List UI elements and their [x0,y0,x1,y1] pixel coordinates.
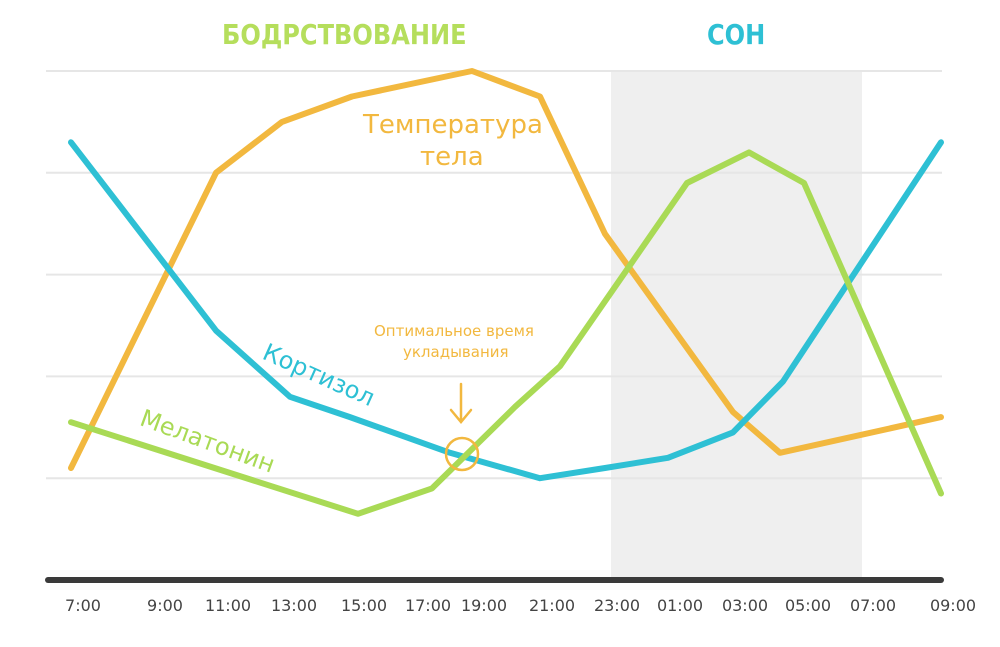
temperature-label: Температура [363,110,543,140]
x-tick-label: 05:00 [784,596,832,615]
x-tick-label: 17:00 [404,596,452,615]
series-line [68,139,944,482]
x-tick-label: 21:00 [528,596,576,615]
x-tick-label: 7:00 [65,596,101,615]
sleep-phase-label: СОН [707,18,766,51]
x-tick-label: 03:00 [721,596,769,615]
gridlines [46,70,942,480]
wake-phase-label: БОДРСТВОВАНИЕ [222,18,467,51]
x-tick-label: 15:00 [340,596,388,615]
x-tick-label: 09:00 [929,596,977,615]
x-tick-label: 9:00 [147,596,183,615]
sleep-shaded-region [611,71,862,580]
crossing-circle-icon [444,436,480,472]
x-tick-label: 23:00 [593,596,641,615]
optimal-bedtime-label-line2: укладывания [403,343,509,361]
temperature-label-line2: тела [420,142,484,172]
x-tick-label: 19:00 [460,596,508,615]
series-lines [68,68,944,517]
series-line [68,68,944,471]
arrow-down-icon [449,382,473,424]
x-tick-label: 01:00 [656,596,704,615]
x-tick-label: 07:00 [849,596,897,615]
x-tick-label: 11:00 [204,596,252,615]
optimal-bedtime-marker [444,382,480,472]
series-line [68,149,944,517]
x-tick-label: 13:00 [270,596,318,615]
optimal-bedtime-label: Оптимальное время [374,322,534,340]
